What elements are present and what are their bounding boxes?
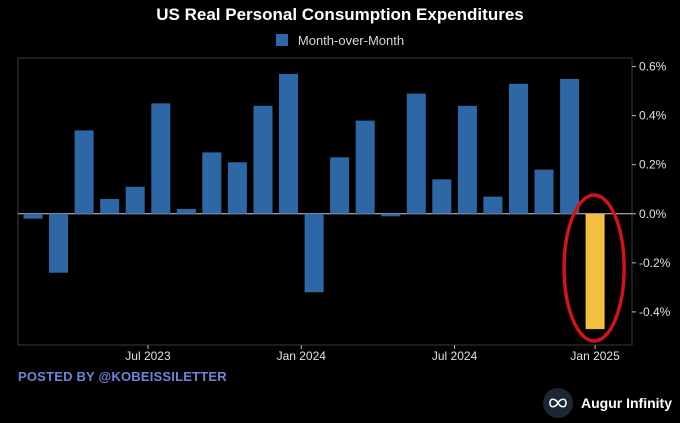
y-tick-label: 0.4% xyxy=(639,109,667,123)
bar xyxy=(125,186,145,214)
x-tick-label: Jul 2023 xyxy=(125,349,171,363)
chart-title: US Real Personal Consumption Expenditure… xyxy=(156,5,524,24)
plot-frame xyxy=(17,57,633,346)
bar xyxy=(151,103,171,214)
bar-highlighted xyxy=(585,213,605,330)
x-tick-label: Jul 2024 xyxy=(432,349,478,363)
bar xyxy=(483,196,503,214)
bar xyxy=(534,169,554,214)
y-tick-label: 0.6% xyxy=(639,60,667,74)
bar xyxy=(406,93,426,214)
posted-by-credit: POSTED BY @KOBEISSILETTER xyxy=(18,369,227,384)
legend: Month-over-Month xyxy=(0,33,680,48)
bar xyxy=(23,213,43,219)
x-tick-label: Jan 2025 xyxy=(570,349,620,363)
bar xyxy=(330,157,350,214)
bar xyxy=(74,130,94,214)
legend-swatch xyxy=(275,34,288,46)
bar xyxy=(432,179,452,214)
y-tick-label: 0.2% xyxy=(639,158,667,172)
x-tick-label: Jan 2024 xyxy=(277,349,327,363)
bar xyxy=(227,162,247,214)
y-tick-label: 0.0% xyxy=(639,207,667,221)
bar xyxy=(304,213,324,293)
bar xyxy=(355,120,375,214)
infinity-icon xyxy=(543,388,573,418)
brand-name: Augur Infinity xyxy=(581,395,672,411)
highlight-annotation-circle xyxy=(562,193,626,343)
bar xyxy=(381,213,401,217)
bar xyxy=(560,78,580,214)
bar xyxy=(509,83,528,214)
y-tick-label: -0.4% xyxy=(639,305,671,319)
bar xyxy=(253,105,273,214)
bar xyxy=(49,213,68,273)
bar xyxy=(202,152,222,214)
bar xyxy=(100,199,120,214)
brand: Augur Infinity xyxy=(543,388,672,418)
bar xyxy=(279,73,298,214)
legend-label: Month-over-Month xyxy=(297,33,405,48)
bar xyxy=(457,105,477,214)
bar xyxy=(176,208,196,214)
y-tick-label: -0.2% xyxy=(639,256,671,270)
